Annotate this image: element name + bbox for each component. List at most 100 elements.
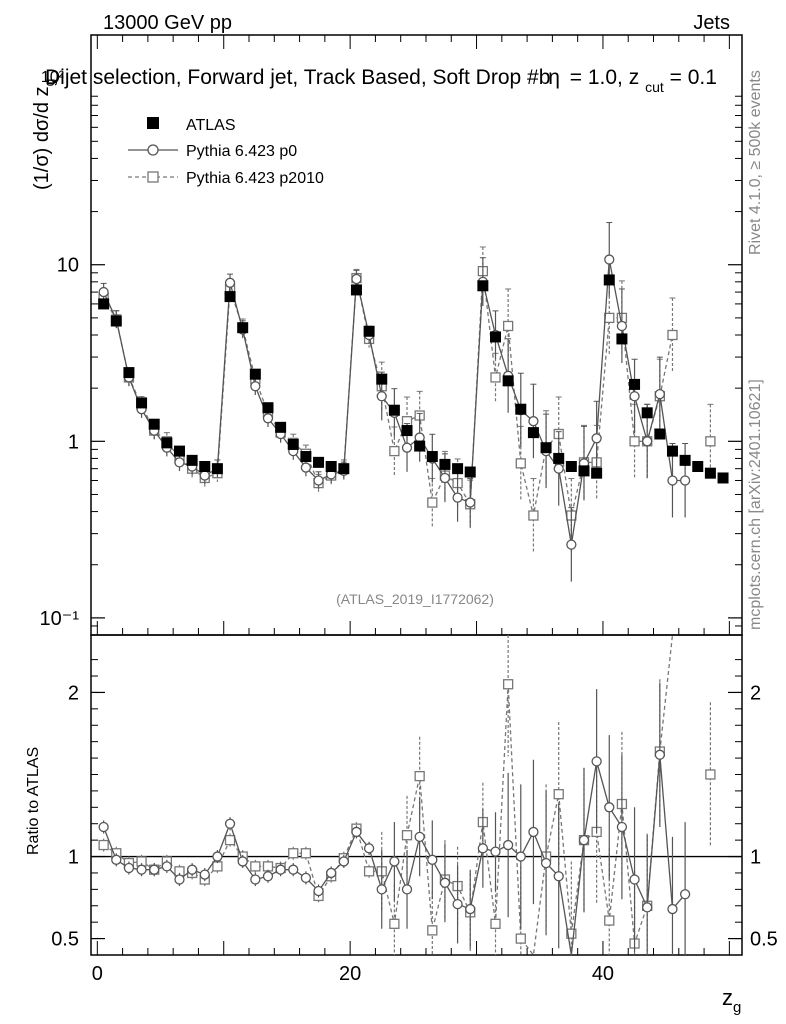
ratio-marker-p0 bbox=[629, 874, 640, 885]
data-point-atlas bbox=[249, 368, 261, 380]
ratio-marker-p0 bbox=[452, 898, 463, 910]
ratio-marker-p0 bbox=[174, 874, 185, 885]
data-point-atlas bbox=[325, 461, 337, 473]
ratio-marker-p0 bbox=[262, 871, 274, 882]
data-point-atlas bbox=[477, 280, 489, 292]
ratio-marker-p0 bbox=[578, 834, 590, 846]
ratio-marker-p0 bbox=[528, 826, 539, 838]
ratio-marker-p2010 bbox=[212, 861, 223, 872]
data-point-atlas bbox=[123, 367, 135, 379]
ratio-line-p2010 bbox=[103, 634, 674, 957]
marker-p0 bbox=[174, 457, 185, 468]
ratio-marker-p0 bbox=[604, 802, 615, 813]
ratio-marker-p2010 bbox=[363, 866, 375, 877]
data-point-atlas bbox=[515, 403, 527, 415]
data-point-atlas bbox=[161, 437, 173, 449]
data-point-atlas bbox=[98, 298, 110, 310]
ratio-marker-p0 bbox=[136, 864, 147, 875]
ratio-marker-p0 bbox=[237, 856, 248, 867]
ratio-marker-p2010 bbox=[604, 915, 615, 926]
legend-label-p0: Pythia 6.423 p0 bbox=[186, 143, 297, 160]
ratio-marker-p2010 bbox=[427, 925, 438, 936]
marker-p0 bbox=[250, 381, 261, 392]
data-point-atlas bbox=[414, 440, 426, 452]
y-tick-label: 1 bbox=[68, 431, 79, 453]
ratio-marker-p0 bbox=[465, 903, 476, 915]
ratio-marker-p0 bbox=[161, 861, 172, 872]
ratio-marker-p0 bbox=[186, 864, 198, 875]
ratio-marker-p0 bbox=[288, 864, 299, 875]
ratio-marker-p0 bbox=[515, 851, 526, 862]
data-point-atlas bbox=[275, 421, 287, 433]
data-point-atlas bbox=[186, 454, 198, 466]
data-point-atlas bbox=[300, 451, 312, 463]
analysis-watermark: (ATLAS_2019_I1772062) bbox=[336, 591, 494, 607]
ratio-marker-p0 bbox=[376, 884, 387, 895]
legend-label-atlas: ATLAS bbox=[186, 117, 236, 134]
x-tick-label: 20 bbox=[339, 963, 361, 985]
marker-p0 bbox=[667, 475, 678, 486]
marker-p0 bbox=[439, 472, 451, 484]
ratio-marker-p2010 bbox=[250, 861, 261, 872]
marker-p2010 bbox=[515, 458, 526, 469]
data-point-atlas bbox=[717, 472, 729, 484]
ratio-marker-p0 bbox=[414, 831, 425, 842]
ratio-marker-p0 bbox=[401, 884, 413, 895]
marker-p2010 bbox=[389, 445, 400, 457]
ratio-marker-p0 bbox=[502, 839, 514, 851]
ratio-tick-label-right: 0.5 bbox=[750, 929, 778, 951]
ratio-marker-p0 bbox=[326, 867, 337, 879]
marker-p0 bbox=[553, 463, 564, 474]
ratio-marker-p2010 bbox=[224, 834, 236, 846]
marker-p0 bbox=[679, 475, 691, 486]
data-point-atlas bbox=[237, 322, 249, 334]
data-point-atlas bbox=[704, 467, 716, 479]
plot-title-tail: = 1.0, z bbox=[570, 66, 639, 89]
data-point-atlas bbox=[363, 325, 375, 337]
marker-p0 bbox=[376, 391, 387, 402]
marker-p2010 bbox=[502, 320, 514, 332]
plot-title-main: Dijet selection, Forward jet, Track Base… bbox=[45, 66, 550, 89]
header-right: Jets bbox=[693, 12, 730, 34]
ratio-marker-p2010 bbox=[401, 830, 413, 841]
data-point-atlas bbox=[616, 333, 628, 345]
ratio-marker-p0 bbox=[250, 874, 261, 885]
legend-label-p2010: Pythia 6.423 p2010 bbox=[186, 170, 324, 187]
data-point-atlas bbox=[376, 373, 388, 385]
mcplots-label: mcplots.cern.ch [arXiv:2401.10621] bbox=[747, 379, 764, 630]
ratio-marker-p2010 bbox=[515, 933, 526, 944]
ratio-marker-p0 bbox=[540, 857, 552, 869]
ratio-marker-p0 bbox=[553, 871, 564, 882]
series-atlas bbox=[98, 274, 729, 484]
x-tick-label: 0 bbox=[92, 963, 103, 985]
marker-p0 bbox=[98, 286, 109, 298]
marker-p0 bbox=[300, 462, 312, 473]
ratio-marker-p0 bbox=[149, 864, 160, 875]
marker-p2010 bbox=[528, 510, 539, 521]
data-point-atlas bbox=[401, 425, 413, 437]
ratio-marker-p0 bbox=[427, 854, 438, 865]
data-point-atlas bbox=[136, 397, 148, 409]
y-tick-label: 10 bbox=[57, 255, 79, 277]
marker-p0 bbox=[262, 413, 274, 424]
ratio-marker-p2010 bbox=[288, 848, 299, 859]
ratio-marker-p0 bbox=[490, 846, 501, 857]
data-point-atlas bbox=[502, 375, 514, 387]
data-point-atlas bbox=[426, 451, 438, 463]
y-axis-label-ratio: Ratio to ATLAS bbox=[25, 747, 42, 855]
ratio-tick-label-right: 1 bbox=[750, 847, 761, 869]
legend: ATLAS Pythia 6.423 p0 Pythia 6.423 p2010 bbox=[128, 117, 324, 187]
y-axis-label-main: (1/σ) dσ/d zg bbox=[31, 79, 57, 190]
data-point-atlas bbox=[313, 456, 325, 468]
series-line-p2010 bbox=[103, 271, 674, 516]
marker-p0 bbox=[528, 416, 539, 427]
marker-p0 bbox=[401, 442, 413, 453]
ratio-marker-p0 bbox=[389, 856, 400, 867]
plot-title: Dijet selection, Forward jet, Track Base… bbox=[45, 66, 717, 97]
marker-p2010 bbox=[427, 497, 438, 508]
ratio-marker-p0 bbox=[313, 885, 324, 897]
marker-p0 bbox=[616, 320, 628, 332]
ratio-marker-p0 bbox=[351, 826, 362, 838]
